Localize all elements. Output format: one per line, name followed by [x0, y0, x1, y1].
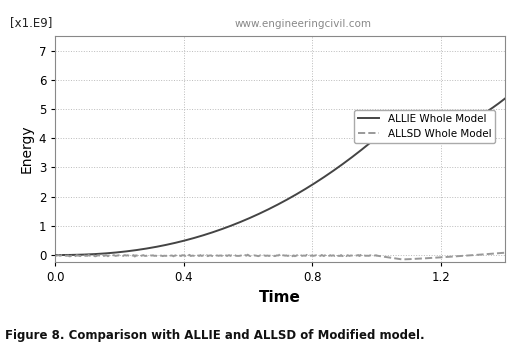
- Text: [x1.E9]: [x1.E9]: [10, 16, 53, 29]
- Y-axis label: Energy: Energy: [19, 125, 33, 173]
- Text: www.engineeringcivil.com: www.engineeringcivil.com: [234, 19, 371, 29]
- Text: Figure 8. Comparison with ALLIE and ALLSD of Modified model.: Figure 8. Comparison with ALLIE and ALLS…: [5, 329, 425, 342]
- Legend: ALLIE Whole Model, ALLSD Whole Model: ALLIE Whole Model, ALLSD Whole Model: [354, 110, 495, 143]
- X-axis label: Time: Time: [259, 290, 301, 305]
